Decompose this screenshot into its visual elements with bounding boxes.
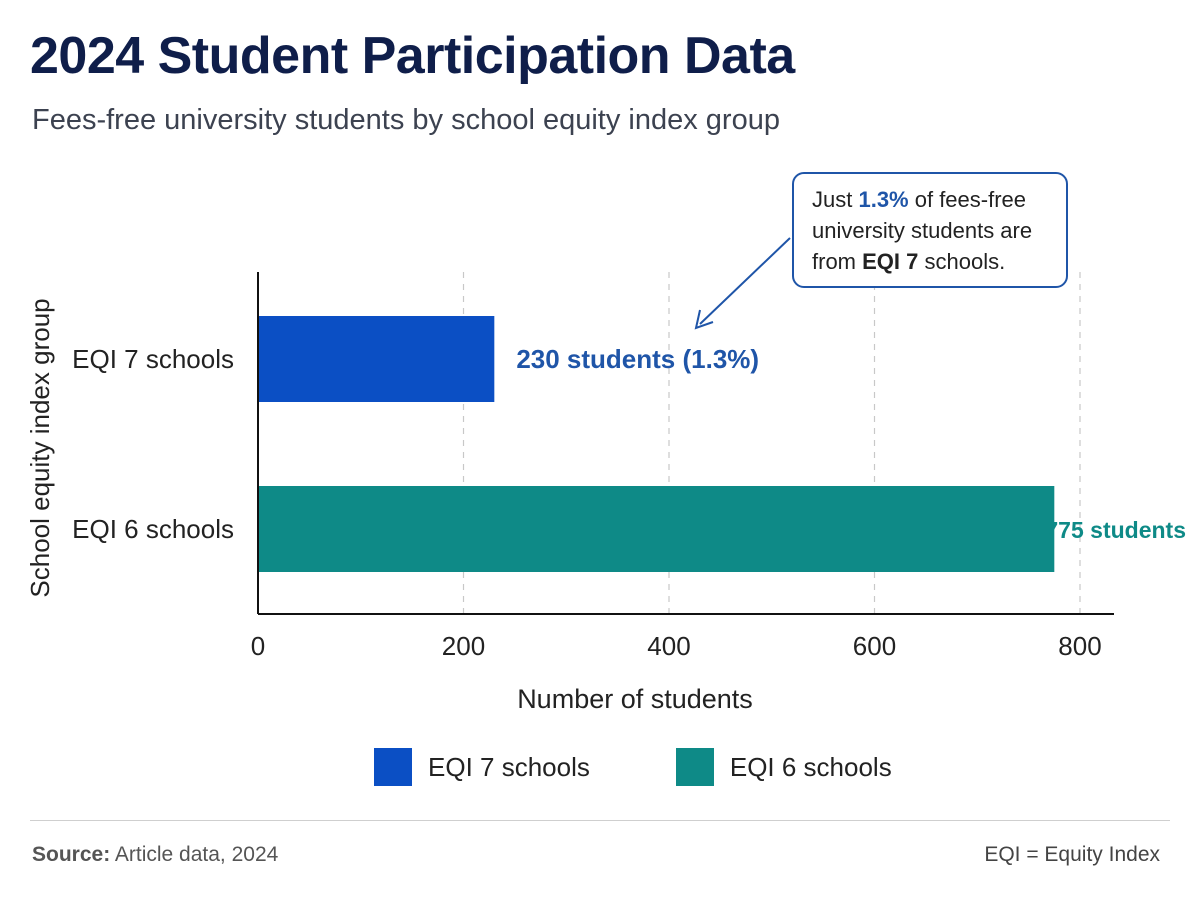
x-tick-labels: 0 200 400 600 800	[251, 631, 1102, 661]
x-axis-label: Number of students	[517, 684, 753, 714]
legend-item-eqi7: EQI 7 schools	[374, 748, 590, 786]
chart-title: 2024 Student Participation Data	[30, 27, 795, 85]
x-tick-label: 400	[647, 631, 690, 661]
x-tick-label: 0	[251, 631, 265, 661]
y-category-label: EQI 6 schools	[72, 514, 234, 544]
bars	[258, 316, 1055, 572]
annotation-arrow	[694, 237, 791, 330]
legend-swatch-eqi7	[374, 748, 412, 786]
source-label: Source:	[32, 843, 111, 866]
callout-suffix: schools.	[918, 249, 1006, 274]
legend: EQI 7 schools EQI 6 schools	[374, 748, 978, 786]
bar-eqi7	[258, 316, 495, 402]
abbreviation-note: EQI = Equity Index	[984, 843, 1160, 866]
callout-bold: EQI 7	[862, 249, 919, 274]
legend-item-eqi6: EQI 6 schools	[675, 748, 892, 786]
gridlines	[462, 272, 1081, 614]
bar-eqi6	[258, 486, 1055, 572]
legend-label-eqi7: EQI 7 schools	[428, 751, 590, 782]
y-category-labels: EQI 7 schools EQI 6 schools	[72, 344, 234, 544]
legend-swatch-eqi6	[675, 748, 714, 786]
data-labels: 230 students (1.3%) 775 students	[516, 344, 1186, 543]
callout-highlight: 1.3%	[858, 187, 909, 212]
axes	[257, 272, 1114, 615]
chart-subtitle: Fees-free university students by school …	[32, 104, 780, 136]
data-label-eqi7: 230 students (1.3%)	[516, 344, 759, 374]
y-axis-label: School equity index group	[25, 298, 55, 597]
legend-label-eqi6: EQI 6 schools	[729, 751, 892, 782]
callout-middle: of fees-free university students are fro…	[812, 187, 1033, 274]
annotation-callout: Just 1.3% of fees-free university studen…	[792, 172, 1068, 288]
x-tick-label: 200	[442, 631, 485, 661]
callout-prefix: Just	[812, 187, 859, 212]
y-category-label: EQI 7 schools	[72, 344, 234, 374]
x-tick-label: 800	[1058, 631, 1101, 661]
footer-divider	[30, 820, 1170, 821]
source-text: Article data, 2024	[110, 843, 279, 866]
x-tick-label: 600	[853, 631, 896, 661]
source-note: Source: Article data, 2024	[32, 843, 278, 867]
data-label-eqi6: 775 students	[1045, 517, 1186, 543]
